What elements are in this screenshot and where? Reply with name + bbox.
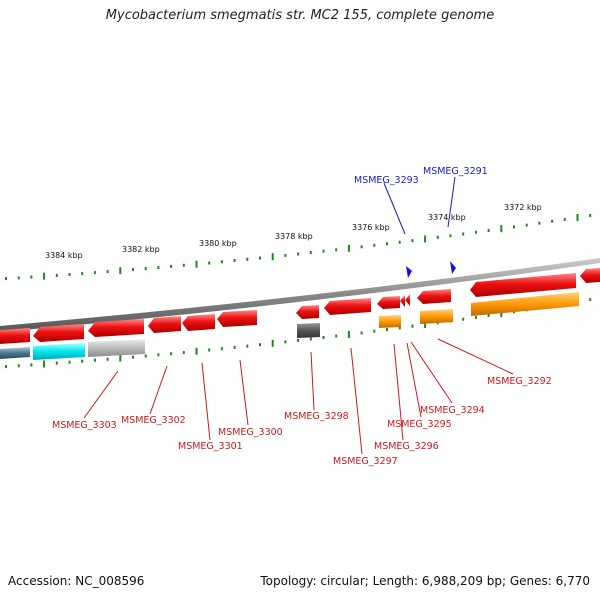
gene-label[interactable]: MSMEG_3296 (374, 441, 439, 452)
scale-label: 3382 kbp (122, 245, 160, 254)
leader-line (410, 341, 453, 404)
gene-arrow[interactable] (580, 268, 600, 283)
scale-label: 3384 kbp (45, 251, 83, 260)
gene-arrow[interactable] (33, 324, 84, 342)
gene-arrow[interactable] (417, 289, 451, 304)
gene-label[interactable]: MSMEG_3302 (121, 415, 186, 426)
leader-line (350, 347, 363, 455)
leader-line (83, 370, 119, 419)
feature-block[interactable] (420, 309, 453, 324)
gene-label[interactable]: MSMEG_3295 (387, 419, 452, 430)
feature-block[interactable] (379, 315, 401, 328)
gene-label[interactable]: MSMEG_3292 (487, 376, 552, 387)
gene-label[interactable]: MSMEG_3291 (423, 166, 488, 177)
leader-line (393, 343, 404, 441)
map-title: Mycobacterium smegmatis str. MC2 155, co… (105, 8, 495, 23)
leader-line (239, 359, 249, 426)
forward-strand-marker[interactable] (450, 261, 456, 274)
leader-line (201, 362, 211, 441)
feature-block[interactable] (0, 347, 30, 359)
scale-label: 3374 kbp (428, 213, 466, 222)
feature-block[interactable] (33, 343, 85, 360)
gene-label[interactable]: MSMEG_3293 (354, 175, 419, 186)
scale-label: 3376 kbp (352, 223, 390, 232)
leader-line (149, 365, 168, 415)
accession-label: Accession: NC_008596 (8, 574, 145, 588)
gene-arrow[interactable] (324, 298, 371, 315)
leader-line (383, 182, 406, 235)
gene-arrow[interactable] (182, 314, 215, 331)
gene-arrow[interactable] (0, 328, 30, 344)
gene-arrow[interactable] (470, 273, 576, 297)
upper-tick-ruler (5, 214, 592, 281)
gene-arrow[interactable] (400, 295, 405, 307)
gene-arrow[interactable] (405, 294, 410, 306)
gene-label[interactable]: MSMEG_3297 (333, 456, 398, 467)
scale-label: 3372 kbp (504, 203, 542, 212)
genome-backbone (0, 258, 600, 332)
gene-arrow[interactable] (296, 305, 319, 319)
gene-label[interactable]: MSMEG_3298 (284, 411, 349, 422)
leader-line (310, 351, 315, 411)
gene-arrow[interactable] (377, 296, 400, 309)
gene-label[interactable]: MSMEG_3300 (218, 427, 283, 438)
gene-label[interactable]: MSMEG_3294 (420, 405, 485, 416)
feature-block[interactable] (88, 339, 145, 357)
genome-summary: Topology: circular; Length: 6,988,209 bp… (260, 574, 590, 588)
leader-line (406, 342, 422, 418)
forward-strand-marker[interactable] (406, 266, 412, 278)
gene-label[interactable]: MSMEG_3301 (178, 441, 243, 452)
gene-arrow[interactable] (88, 319, 144, 337)
gene-arrow[interactable] (148, 316, 181, 333)
leader-line (447, 176, 456, 228)
feature-block[interactable] (297, 323, 320, 338)
scale-label: 3378 kbp (275, 232, 313, 241)
feature-block[interactable] (471, 292, 579, 316)
scale-label: 3380 kbp (199, 239, 237, 248)
leader-line (437, 338, 514, 375)
gene-arrow[interactable] (217, 310, 257, 327)
gene-label[interactable]: MSMEG_3303 (52, 420, 117, 431)
